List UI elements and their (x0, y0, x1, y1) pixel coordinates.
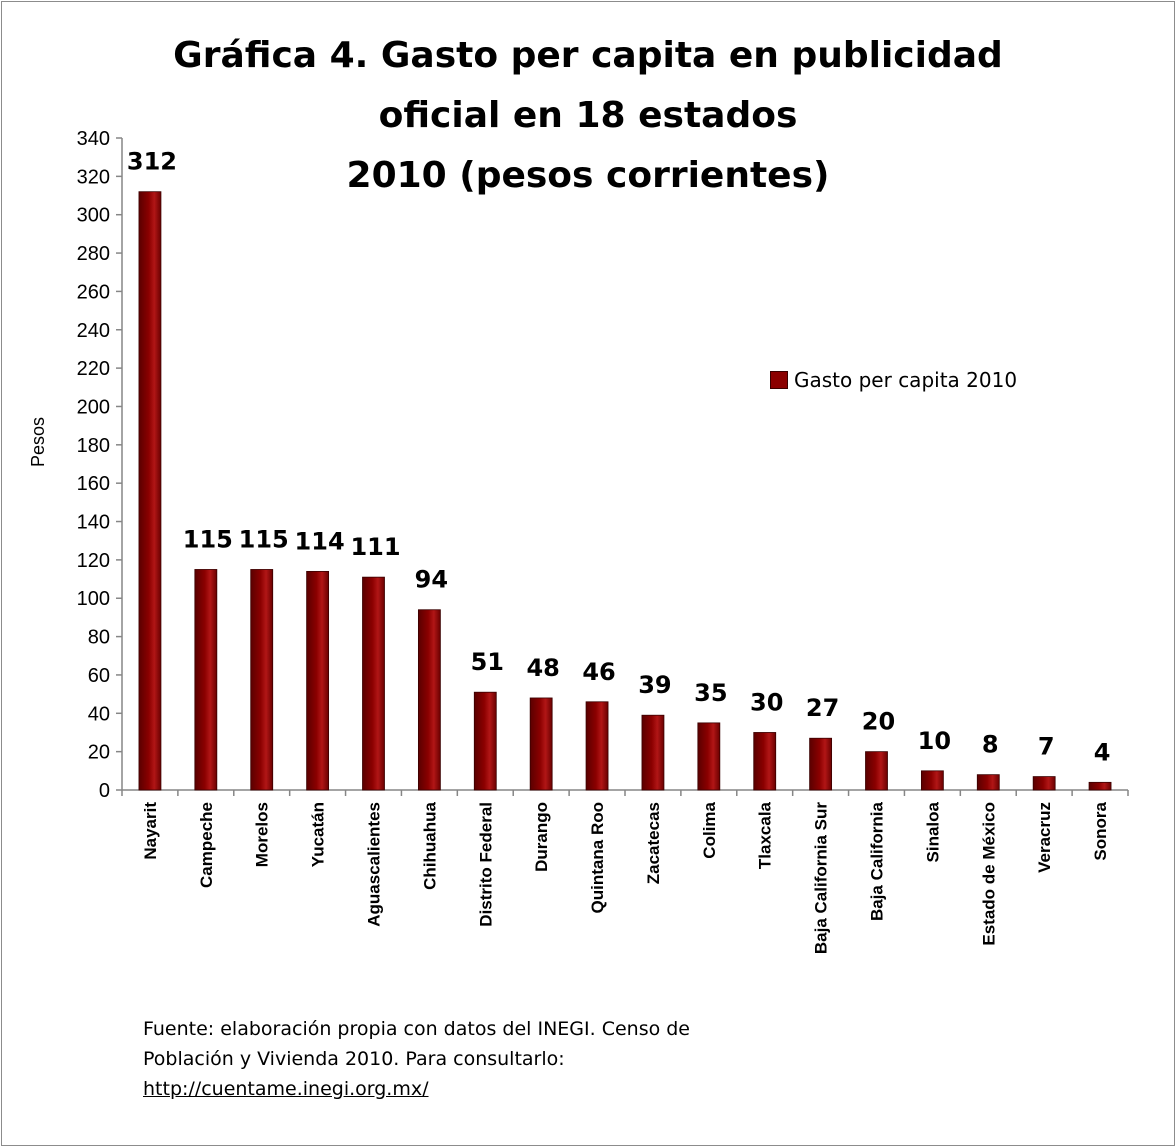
y-tick-label: 0 (99, 780, 110, 802)
x-category-label: Baja California Sur (812, 802, 831, 954)
bar (194, 569, 218, 791)
bar (362, 576, 385, 791)
x-category-label: Aguascalientes (365, 802, 384, 927)
chart-title-line-3: 2010 (pesos corrientes) (346, 155, 830, 196)
legend: Gasto per capita 2010 (770, 368, 1017, 392)
x-category-label: Sonora (1091, 801, 1110, 860)
bar (697, 722, 721, 791)
bar (1032, 776, 1056, 791)
data-label: 94 (415, 566, 448, 594)
data-label: 111 (350, 533, 400, 561)
chart-title-line-2: oficial en 18 estados (378, 95, 798, 136)
data-label: 114 (295, 527, 345, 555)
bar (976, 774, 1000, 791)
bar (753, 732, 777, 791)
x-category-label: Quintana Roo (588, 802, 607, 913)
y-tick-label: 220 (77, 358, 110, 380)
x-category-label: Campeche (197, 802, 216, 888)
x-category-label: Colima (700, 801, 719, 858)
y-tick-label: 260 (77, 281, 110, 303)
y-tick-label: 340 (77, 128, 110, 150)
x-category-label: Zacatecas (644, 802, 663, 884)
x-category-label: Tlaxcala (756, 801, 775, 869)
bar (809, 737, 833, 791)
bar (250, 569, 274, 791)
y-tick-label: 180 (77, 435, 110, 457)
bar (417, 609, 441, 791)
y-tick-label: 40 (88, 703, 110, 725)
y-tick-label: 160 (77, 473, 110, 495)
bar (920, 770, 944, 791)
y-axis-title: Pesos (28, 417, 48, 467)
y-tick-label: 240 (77, 320, 110, 342)
legend-label: Gasto per capita 2010 (794, 368, 1018, 392)
x-category-label: Nayarit (141, 802, 160, 860)
source-line-2: Población y Vivienda 2010. Para consulta… (143, 1048, 565, 1070)
data-label: 30 (750, 688, 783, 716)
data-label: 115 (183, 525, 233, 553)
data-label: 46 (582, 658, 615, 686)
x-category-label: Distrito Federal (476, 802, 495, 927)
x-category-label: Morelos (253, 802, 272, 867)
data-label: 7 (1038, 733, 1055, 761)
x-category-label: Baja California (868, 801, 887, 921)
source-link[interactable]: http://cuentame.inegi.org.mx/ (143, 1078, 429, 1100)
legend-swatch (770, 371, 788, 389)
chart-title: Gráfica 4. Gasto per capita en publicida… (150, 26, 1026, 206)
x-category-label: Chihuahua (420, 801, 439, 889)
source-note: Fuente: elaboración propia con datos del… (143, 1014, 690, 1104)
data-label: 4 (1094, 738, 1111, 766)
source-line-1: Fuente: elaboración propia con datos del… (143, 1018, 691, 1040)
y-tick-label: 200 (77, 396, 110, 418)
y-tick-label: 80 (88, 627, 110, 649)
data-label: 312 (127, 148, 177, 176)
y-tick-label: 120 (77, 550, 110, 572)
x-category-label: Veracruz (1035, 802, 1054, 873)
x-category-label: Sinaloa (923, 801, 942, 862)
bar (865, 751, 888, 791)
data-label: 20 (862, 708, 895, 736)
y-tick-label: 280 (77, 243, 110, 265)
bar (1088, 781, 1112, 791)
y-tick-label: 300 (77, 205, 110, 227)
data-label: 35 (694, 679, 727, 707)
y-tick-label: 320 (77, 166, 110, 188)
x-category-label: Durango (532, 802, 551, 872)
bar (585, 701, 609, 791)
data-label: 27 (806, 694, 839, 722)
y-tick-label: 140 (77, 512, 110, 534)
y-tick-label: 60 (88, 665, 110, 687)
bar (138, 191, 162, 791)
data-label: 39 (638, 671, 671, 699)
y-tick-label: 100 (77, 588, 110, 610)
data-label: 48 (526, 654, 559, 682)
y-tick-label: 20 (88, 742, 110, 764)
bar (529, 697, 553, 791)
x-category-label: Estado de México (979, 802, 998, 946)
bar (473, 691, 497, 791)
data-label: 8 (982, 731, 999, 759)
x-category-label: Yucatán (309, 802, 328, 867)
data-label: 10 (918, 727, 951, 755)
bar (306, 570, 330, 791)
chart-title-line-1: Gráfica 4. Gasto per capita en publicida… (173, 35, 1003, 76)
data-label: 115 (239, 525, 289, 553)
bar (641, 714, 665, 791)
data-label: 51 (471, 648, 504, 676)
